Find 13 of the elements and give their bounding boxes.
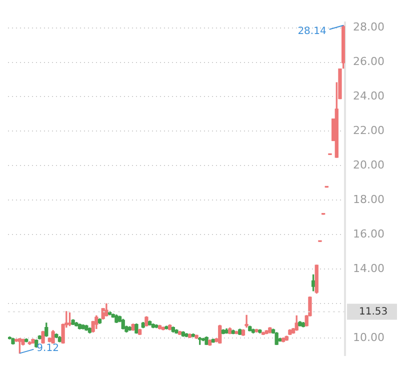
y-tick-label: 24.00 (353, 90, 384, 103)
candlestick (244, 314, 248, 328)
annotation: 9.12 (36, 342, 59, 354)
y-tick-label: 26.00 (353, 55, 384, 68)
y-tick-label: 20.00 (353, 158, 384, 172)
y-tick-label: 28.00 (353, 20, 384, 34)
y-tick-label: 10.00 (353, 331, 384, 344)
y-tick-label: 14.00 (353, 262, 384, 276)
y-tick-label: 22.00 (353, 124, 384, 138)
y-tick-label: 16.00 (353, 228, 384, 241)
ref-line-label: 11.53 (358, 306, 388, 318)
annotation: 28.14 (298, 26, 326, 37)
y-tick-label: 18.00 (353, 193, 384, 206)
